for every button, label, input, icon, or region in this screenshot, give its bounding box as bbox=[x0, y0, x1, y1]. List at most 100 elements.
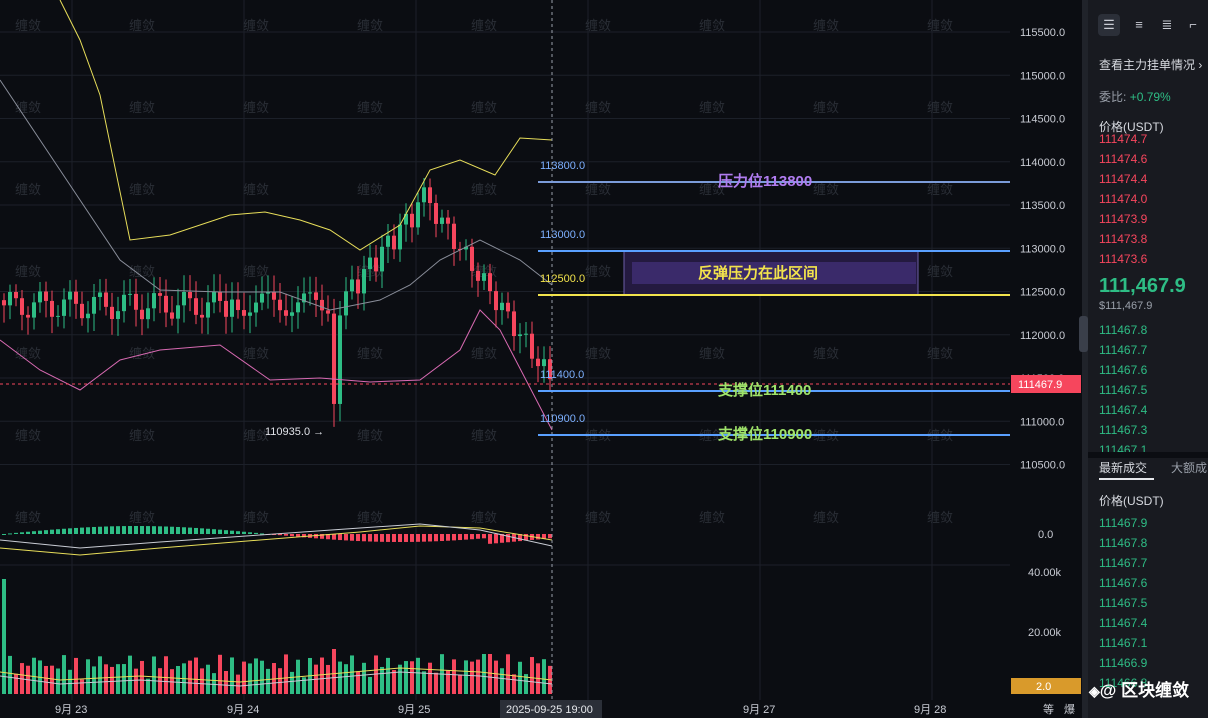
trade-row[interactable]: 111466.9 bbox=[1099, 656, 1148, 670]
bid-row[interactable]: 111467.5 bbox=[1099, 383, 1148, 397]
macd-bar bbox=[368, 534, 372, 542]
bid-row[interactable]: 111467.6 bbox=[1099, 363, 1148, 377]
candle-body bbox=[200, 314, 204, 318]
candle-body bbox=[8, 292, 12, 306]
watermark-text: 缠敛 bbox=[15, 510, 41, 525]
watermark-text: 缠敛 bbox=[699, 100, 725, 115]
watermark-text: 缠敛 bbox=[927, 18, 953, 33]
volume-bar bbox=[62, 655, 66, 694]
ask-row[interactable]: 111474.7 bbox=[1099, 132, 1148, 146]
orderbook-asks-icon[interactable]: ≣ bbox=[1161, 17, 1173, 32]
candle-body bbox=[134, 293, 138, 310]
volume-bar bbox=[530, 657, 534, 694]
collapse-handle[interactable] bbox=[1079, 316, 1088, 352]
bid-row[interactable]: 111467.4 bbox=[1099, 403, 1148, 417]
macd-bar bbox=[542, 534, 546, 539]
trade-row[interactable]: 111466.8 bbox=[1099, 676, 1148, 690]
time-label-0928: 9月 28 bbox=[914, 704, 946, 716]
volume-ma-line bbox=[0, 667, 553, 683]
tab-latest-trades[interactable]: 最新成交 bbox=[1099, 461, 1148, 475]
candle-body bbox=[98, 292, 102, 297]
volume-bar bbox=[164, 656, 168, 694]
candle-body bbox=[38, 291, 42, 303]
volume-bar bbox=[458, 674, 462, 694]
trade-row[interactable]: 111467.6 bbox=[1099, 576, 1148, 590]
macd-bar bbox=[446, 534, 450, 541]
main-force-link[interactable]: 查看主力挂单情况 › bbox=[1099, 58, 1203, 72]
candle-body bbox=[182, 292, 186, 306]
ask-row[interactable]: 111474.4 bbox=[1099, 172, 1148, 186]
candle-body bbox=[26, 314, 30, 318]
orderbook-bids-icon[interactable]: ≡ bbox=[1135, 17, 1143, 32]
panel-splitter[interactable] bbox=[1082, 0, 1088, 718]
macd-bar bbox=[434, 534, 438, 542]
macd-bar bbox=[44, 530, 48, 534]
trade-row[interactable]: 111467.5 bbox=[1099, 596, 1148, 610]
candle-body bbox=[128, 293, 132, 295]
ask-row[interactable]: 111473.8 bbox=[1099, 232, 1148, 246]
trade-row[interactable]: 111467.7 bbox=[1099, 556, 1148, 570]
volume-bar bbox=[50, 665, 54, 694]
macd-bar bbox=[2, 534, 6, 535]
tab-large-trades[interactable]: 大额成 bbox=[1171, 461, 1208, 475]
candle-body bbox=[230, 299, 234, 317]
candle-body bbox=[302, 293, 306, 303]
rebound-zone-label: 反弹压力在此区间 bbox=[698, 264, 818, 282]
ask-row[interactable]: 111473.6 bbox=[1099, 252, 1148, 266]
volume-bar bbox=[254, 658, 258, 694]
bid-row[interactable]: 111467.3 bbox=[1099, 423, 1148, 437]
macd-bar bbox=[50, 529, 54, 534]
macd-bar bbox=[224, 530, 228, 534]
time-axis[interactable]: 9月 23 9月 24 9月 25 9月 27 9月 28 2025-09-25… bbox=[0, 700, 1082, 718]
macd-bar bbox=[482, 534, 486, 539]
bid-row[interactable]: 111467.7 bbox=[1099, 343, 1148, 357]
candle-body bbox=[380, 246, 384, 272]
candle-body bbox=[206, 302, 210, 318]
price-axis[interactable]: 115500.0 115000.0 114500.0 114000.0 113500.0… bbox=[1010, 0, 1082, 700]
price-axis-label: 112000.0 bbox=[1020, 330, 1065, 342]
macd-bar bbox=[236, 531, 240, 534]
macd-bar bbox=[416, 534, 420, 542]
macd-bar bbox=[362, 534, 366, 542]
volume-bar bbox=[356, 671, 360, 694]
ask-row[interactable]: 111474.0 bbox=[1099, 192, 1148, 206]
macd-bar bbox=[98, 526, 102, 534]
watermark-text: 缠敛 bbox=[129, 100, 155, 115]
candle-body bbox=[194, 298, 198, 315]
volume-bar bbox=[68, 669, 72, 694]
watermark-text: 缠敛 bbox=[357, 510, 383, 525]
macd-bar bbox=[110, 526, 114, 534]
watermark-text: 缠敛 bbox=[927, 264, 953, 279]
trade-row[interactable]: 111467.4 bbox=[1099, 616, 1148, 630]
macd-bar bbox=[494, 534, 498, 544]
ask-row[interactable]: 111473.9 bbox=[1099, 212, 1148, 226]
candle-body bbox=[92, 296, 96, 314]
macd-bar bbox=[404, 534, 408, 542]
expand-icon[interactable]: ⌐ bbox=[1189, 17, 1197, 32]
volume-bar bbox=[80, 679, 84, 694]
trade-row[interactable]: 111467.8 bbox=[1099, 536, 1148, 550]
watermark-text: 缠敛 bbox=[15, 428, 41, 443]
watermark-text: 缠敛 bbox=[471, 428, 497, 443]
candle-body bbox=[530, 333, 534, 359]
candle-body bbox=[122, 294, 126, 312]
candle-body bbox=[506, 302, 510, 312]
orderbook-both-icon[interactable]: ☰ bbox=[1098, 14, 1120, 36]
volume-bar bbox=[524, 674, 528, 694]
ask-row[interactable]: 111474.6 bbox=[1099, 152, 1148, 166]
macd-bar bbox=[458, 534, 462, 541]
price-axis-label: 113500.0 bbox=[1020, 200, 1065, 212]
volume-bar bbox=[332, 649, 336, 694]
resistance-value: 113800.0 bbox=[540, 160, 585, 172]
axis-btn-1[interactable]: 等 bbox=[1043, 702, 1054, 716]
bid-row[interactable]: 111467.8 bbox=[1099, 323, 1148, 337]
trade-row[interactable]: 111467.9 bbox=[1099, 516, 1148, 530]
macd-bar bbox=[254, 532, 258, 534]
axis-btn-2[interactable]: 爆 bbox=[1064, 702, 1075, 716]
low-marker: 110935.0 → bbox=[265, 426, 324, 438]
watermark-text: 缠敛 bbox=[15, 18, 41, 33]
volume-bar bbox=[128, 655, 132, 694]
trade-row[interactable]: 111467.1 bbox=[1099, 636, 1148, 650]
macd-bar bbox=[440, 534, 444, 542]
